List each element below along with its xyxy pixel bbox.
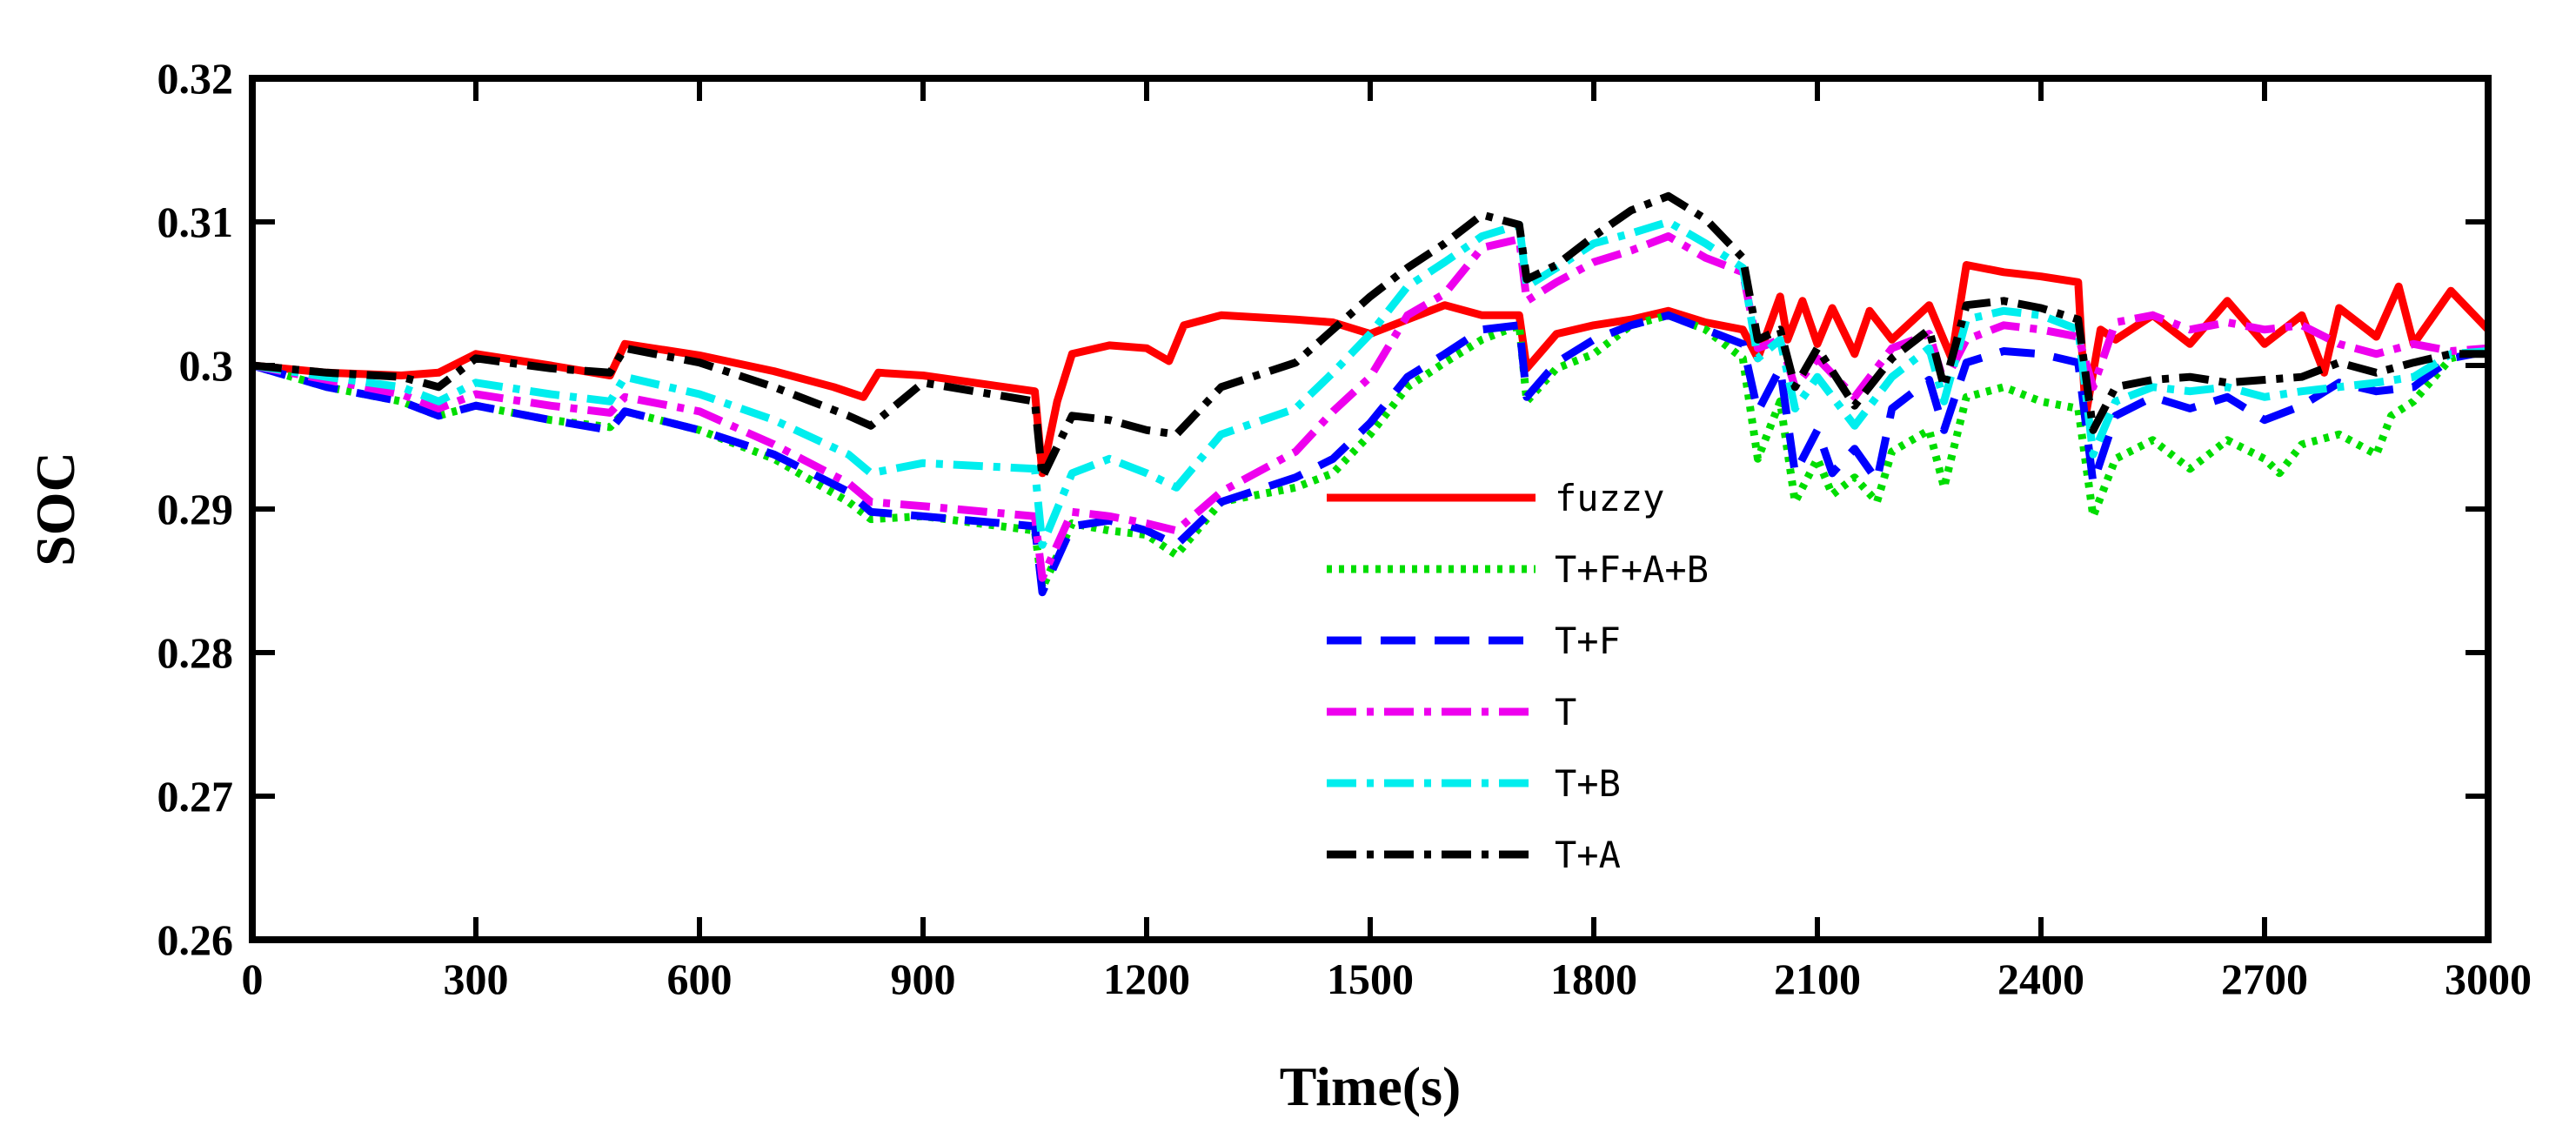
x-tick-label: 900 — [891, 955, 956, 1003]
legend-label-t-b: T+B — [1555, 762, 1621, 805]
x-tick-label: 2100 — [1774, 955, 1861, 1003]
x-tick-label: 0 — [242, 955, 264, 1003]
x-axis-title: Time(s) — [1280, 1055, 1462, 1117]
x-tick-label: 600 — [667, 955, 733, 1003]
y-tick-label: 0.28 — [157, 628, 234, 677]
series-line-t-f-a-b — [252, 311, 2488, 593]
legend-label-t-f-a-b: T+F+A+B — [1555, 548, 1709, 591]
x-tick-label: 1500 — [1327, 955, 1414, 1003]
legend-label-t-a: T+A — [1555, 834, 1621, 876]
legend-label-t: T — [1555, 691, 1576, 734]
x-tick-label: 1800 — [1550, 955, 1637, 1003]
y-axis-ticks: 0.26 0.27 0.28 0.29 0.3 0.31 0.32 — [157, 54, 2488, 964]
x-tick-label: 2700 — [2221, 955, 2308, 1003]
y-axis-title: SOC — [24, 452, 86, 566]
y-tick-label: 0.3 — [179, 341, 234, 390]
legend: fuzzy T+F+A+B T+F T T+B T+A — [1327, 477, 1709, 876]
series-line-t-b — [252, 218, 2488, 549]
series-line-t-a — [252, 191, 2488, 482]
x-tick-label: 300 — [444, 955, 509, 1003]
x-axis-ticks: 0 300 600 900 1200 1500 1800 2100 2400 2700 3000 — [242, 78, 2532, 1003]
series-layer — [252, 191, 2488, 597]
y-tick-label: 0.27 — [157, 772, 234, 821]
x-tick-label: 1200 — [1103, 955, 1190, 1003]
series-line-t-f — [252, 311, 2488, 597]
y-tick-label: 0.32 — [157, 54, 234, 103]
legend-label-t-f: T+F — [1555, 620, 1621, 662]
series-line-t — [252, 232, 2488, 582]
y-tick-label: 0.29 — [157, 485, 234, 533]
legend-label-fuzzy: fuzzy — [1555, 477, 1664, 519]
y-tick-label: 0.26 — [157, 915, 234, 964]
y-tick-label: 0.31 — [157, 198, 234, 246]
x-tick-label: 3000 — [2445, 955, 2532, 1003]
x-tick-label: 2400 — [1997, 955, 2084, 1003]
